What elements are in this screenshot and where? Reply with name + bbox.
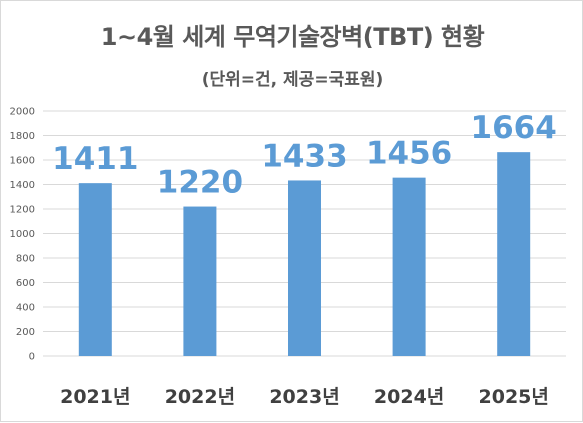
x-tick-label-2023년: 2023년 bbox=[269, 386, 339, 408]
y-tick-label-2000: 2000 bbox=[10, 107, 35, 118]
y-tick-label-1000: 1000 bbox=[10, 229, 35, 240]
x-tick-label-2025년: 2025년 bbox=[479, 386, 549, 408]
bar-2022년 bbox=[183, 206, 217, 356]
bar-2021년 bbox=[78, 183, 112, 356]
y-tick-label-200: 200 bbox=[16, 327, 35, 338]
chart-subtitle: (단위=건, 제공=국표원) bbox=[201, 70, 384, 90]
y-tick-label-800: 800 bbox=[16, 254, 35, 265]
data-label-2025년: 1664 bbox=[471, 110, 557, 146]
y-tick-label-1800: 1800 bbox=[10, 131, 35, 142]
y-tick-label-600: 600 bbox=[16, 278, 35, 289]
bar-2024년 bbox=[392, 177, 426, 356]
chart-title: 1~4월 세계 무역기술장벽(TBT) 현황 bbox=[100, 23, 485, 51]
bar-2025년 bbox=[497, 152, 531, 356]
x-tick-label-2021년: 2021년 bbox=[60, 386, 130, 408]
y-tick-label-1200: 1200 bbox=[10, 205, 35, 216]
data-label-2023년: 1433 bbox=[261, 138, 347, 174]
bar-2023년 bbox=[288, 180, 321, 356]
y-tick-label-400: 400 bbox=[16, 303, 35, 314]
data-label-2021년: 1411 bbox=[52, 141, 138, 177]
data-label-2024년: 1456 bbox=[366, 136, 452, 172]
data-label-2022년: 1220 bbox=[157, 165, 243, 201]
y-tick-label-0: 0 bbox=[29, 352, 35, 363]
y-tick-label-1400: 1400 bbox=[10, 180, 35, 191]
y-tick-label-1600: 1600 bbox=[10, 156, 35, 167]
x-tick-label-2022년: 2022년 bbox=[165, 386, 235, 408]
x-tick-label-2024년: 2024년 bbox=[374, 386, 444, 408]
